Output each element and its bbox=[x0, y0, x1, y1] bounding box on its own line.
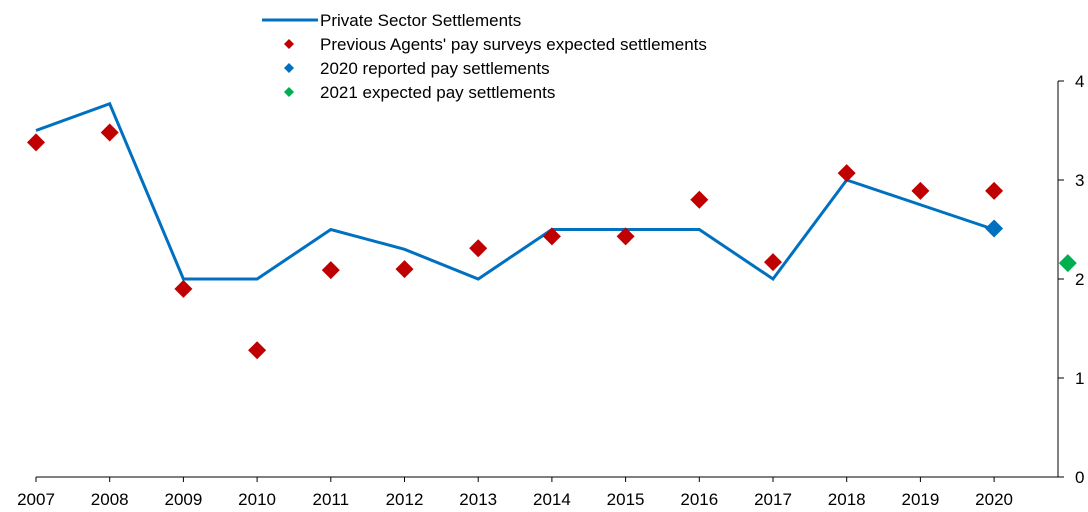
legend-label: 2021 expected pay settlements bbox=[320, 83, 555, 102]
x-axis: 2007 2008 2009 2010 2011 2012 2013 2014 2015 2016… bbox=[17, 476, 1058, 509]
legend-label: Private Sector Settlements bbox=[320, 11, 521, 30]
data-point-marker bbox=[985, 181, 1004, 200]
data-point-marker bbox=[395, 260, 414, 279]
data-point-marker bbox=[690, 190, 709, 209]
data-point-marker bbox=[27, 133, 45, 152]
x-tick-label: 2014 bbox=[533, 490, 571, 509]
data-point-marker bbox=[469, 239, 488, 258]
data-point-marker bbox=[174, 279, 193, 298]
x-tick-label: 2009 bbox=[164, 490, 202, 509]
data-point-marker bbox=[321, 261, 340, 280]
x-tick-label: 2008 bbox=[91, 490, 129, 509]
legend-label: 2020 reported pay settlements bbox=[320, 59, 550, 78]
x-tick-label: 2010 bbox=[238, 490, 276, 509]
x-tick-label: 2016 bbox=[680, 490, 718, 509]
data-point-marker bbox=[985, 219, 1004, 238]
x-tick-label: 2017 bbox=[754, 490, 792, 509]
data-point-marker bbox=[542, 227, 561, 246]
y-tick-label: 1 bbox=[1075, 369, 1084, 388]
y-tick-label: 2 bbox=[1075, 270, 1084, 289]
data-point-marker bbox=[911, 181, 930, 200]
x-tick-label: 2015 bbox=[607, 490, 645, 509]
legend: Private Sector Settlements Previous Agent… bbox=[262, 11, 707, 102]
x-tick-label: 2011 bbox=[313, 490, 350, 509]
x-tick-label: 2012 bbox=[386, 490, 424, 509]
x-tick-label: 2020 bbox=[975, 490, 1013, 509]
legend-label: Previous Agents' pay surveys expected se… bbox=[320, 35, 707, 54]
series-line-private-sector-settlements bbox=[35, 101, 995, 282]
data-point-marker bbox=[1058, 254, 1077, 273]
data-point-marker bbox=[616, 227, 635, 246]
data-point-marker bbox=[248, 341, 267, 360]
legend-diamond-swatch bbox=[284, 63, 294, 73]
data-point-marker bbox=[100, 123, 119, 142]
x-tick-label: 2007 bbox=[17, 490, 55, 509]
y-tick-label: 0 bbox=[1075, 468, 1084, 487]
y-tick-label: 3 bbox=[1075, 171, 1084, 190]
x-tick-label: 2018 bbox=[828, 490, 866, 509]
y-axis: 0 1 2 3 4 bbox=[1057, 72, 1084, 487]
plot-area bbox=[27, 101, 1077, 360]
data-point-marker bbox=[837, 164, 856, 183]
legend-diamond-swatch bbox=[284, 39, 294, 49]
y-tick-label: 4 bbox=[1075, 72, 1084, 91]
data-point-marker bbox=[764, 253, 782, 272]
x-tick-label: 2019 bbox=[901, 490, 939, 509]
legend-diamond-swatch bbox=[284, 87, 294, 97]
x-tick-label: 2013 bbox=[459, 490, 497, 509]
